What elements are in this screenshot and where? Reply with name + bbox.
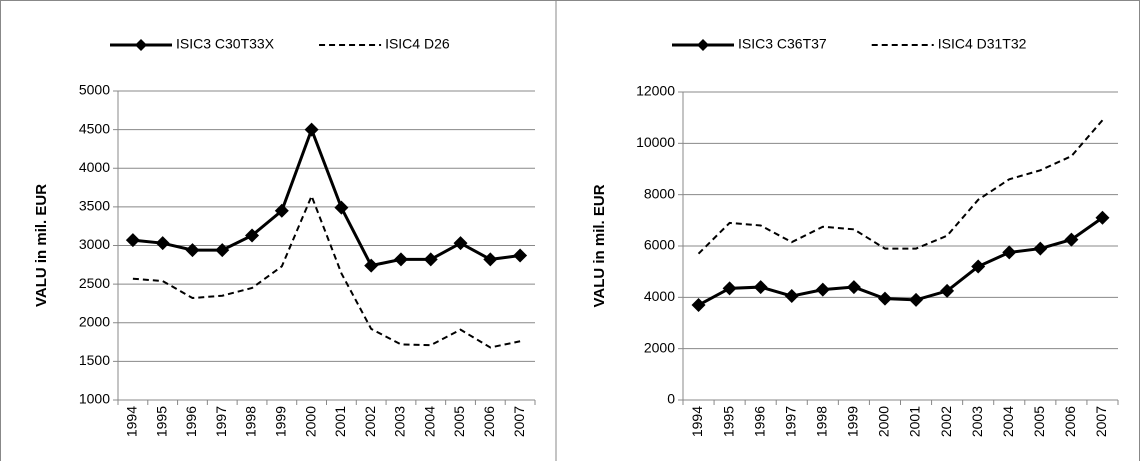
x-tick-label: 2006 [481, 406, 497, 437]
x-tick-label: 2005 [451, 406, 467, 437]
x-tick-label: 1994 [124, 406, 140, 437]
x-tick-label: 2004 [1000, 406, 1016, 437]
y-tick-label: 12000 [636, 83, 675, 99]
data-point [334, 200, 349, 215]
data-point [1064, 232, 1079, 247]
x-tick-label: 2001 [332, 406, 348, 437]
x-tick-label: 1995 [720, 406, 736, 437]
data-point [815, 282, 830, 297]
x-tick-label: 2007 [511, 406, 527, 437]
data-point [453, 236, 468, 251]
y-axis-title: VALU in mil. EUR [591, 184, 608, 307]
x-tick-label: 2007 [1093, 406, 1109, 437]
data-point [971, 259, 986, 274]
x-tick-label: 2000 [302, 406, 318, 437]
x-tick-label: 2006 [1062, 406, 1078, 437]
x-tick-label: 1999 [845, 406, 861, 437]
y-tick-label: 3000 [79, 236, 110, 252]
y-tick-label: 4000 [79, 159, 110, 175]
data-point [215, 243, 230, 258]
y-tick-label: 4000 [644, 288, 675, 304]
x-tick-label: 1999 [273, 406, 289, 437]
x-tick-label: 2002 [938, 406, 954, 437]
legend-marker [697, 39, 709, 51]
y-tick-label: 6000 [644, 237, 675, 253]
y-tick-label: 10000 [636, 134, 675, 150]
y-tick-label: 4500 [79, 120, 110, 136]
data-point [877, 291, 892, 306]
legend-label: ISIC4 D26 [385, 36, 450, 52]
legend-label: ISIC3 C30T33X [176, 36, 275, 52]
y-tick-label: 8000 [644, 185, 675, 201]
data-point [1033, 241, 1048, 256]
x-tick-label: 1994 [689, 406, 705, 437]
legend-marker [135, 39, 147, 51]
y-tick-label: 2500 [79, 275, 110, 291]
x-tick-label: 2003 [392, 406, 408, 437]
y-tick-label: 2000 [79, 313, 110, 329]
data-point [753, 280, 768, 295]
y-tick-label: 2000 [644, 339, 675, 355]
data-point [364, 258, 379, 273]
data-point [483, 252, 498, 267]
legend-label: ISIC4 D31T32 [938, 36, 1027, 52]
data-point [940, 283, 955, 298]
data-point [722, 281, 737, 296]
data-point [304, 122, 319, 137]
x-tick-label: 2005 [1031, 406, 1047, 437]
x-tick-label: 1996 [183, 406, 199, 437]
data-point [909, 292, 924, 307]
data-point [513, 248, 528, 263]
x-tick-label: 1998 [814, 406, 830, 437]
x-tick-label: 2002 [362, 406, 378, 437]
x-tick-label: 1995 [153, 406, 169, 437]
series-line [132, 193, 521, 349]
x-tick-label: 1998 [243, 406, 259, 437]
data-point [846, 280, 861, 295]
y-tick-label: 3500 [79, 198, 110, 214]
y-tick-label: 1000 [79, 391, 110, 407]
x-tick-label: 1997 [213, 406, 229, 437]
data-point [691, 298, 706, 313]
data-point [155, 236, 170, 251]
series-line [697, 119, 1104, 255]
data-point [1002, 245, 1017, 260]
data-point [185, 243, 200, 258]
data-point [784, 289, 799, 304]
x-tick-label: 1996 [751, 406, 767, 437]
x-tick-label: 2004 [421, 406, 437, 437]
data-point [274, 203, 289, 218]
x-tick-label: 2000 [876, 406, 892, 437]
x-tick-label: 1997 [782, 406, 798, 437]
data-point [245, 228, 260, 243]
data-point [393, 252, 408, 267]
x-tick-label: 2003 [969, 406, 985, 437]
data-point [1095, 210, 1110, 225]
legend-label: ISIC3 C36T37 [738, 36, 827, 52]
data-point [423, 252, 438, 267]
y-tick-label: 1500 [79, 352, 110, 368]
y-axis-title: VALU in mil. EUR [33, 184, 50, 307]
y-tick-label: 5000 [79, 82, 110, 98]
x-tick-label: 2001 [907, 406, 923, 437]
y-tick-label: 0 [667, 391, 675, 407]
data-point [125, 233, 140, 248]
